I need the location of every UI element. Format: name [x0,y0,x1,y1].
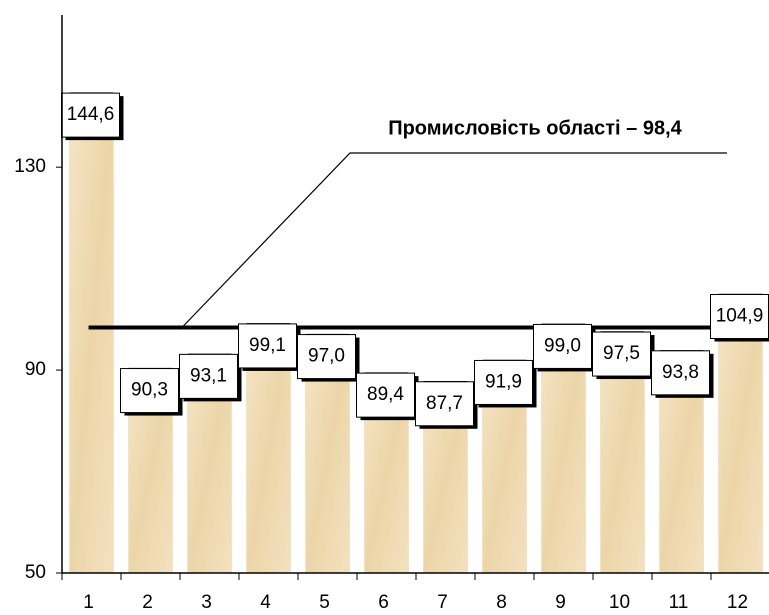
data-label: 99,1 [249,335,286,356]
data-label: 97,5 [603,343,640,364]
label-box [651,350,710,396]
label-box [238,323,297,369]
label-box [415,381,474,427]
label-box [533,323,592,369]
x-tick-label: 3 [201,592,212,613]
data-label: 90,3 [131,380,168,401]
x-tick-label: 2 [142,592,153,613]
data-label: 97,0 [308,346,345,367]
y-tick-label: 90 [25,359,46,380]
x-tick-label: 7 [437,592,448,613]
label-box [592,331,651,377]
data-label: 144,6 [67,104,115,125]
annotation-leader [179,152,727,330]
x-tick-label: 1 [83,592,94,613]
x-tick-label: 5 [319,592,330,613]
data-label: 93,8 [662,362,699,383]
x-tick-label: 10 [609,592,630,613]
x-tick-label: 9 [555,592,566,613]
label-box [297,334,356,380]
data-label: 87,7 [426,393,463,414]
bar [69,92,114,574]
label-box [356,372,415,418]
label-box [179,353,238,399]
x-tick-label: 6 [378,592,389,613]
y-tick-label: 50 [25,562,46,583]
data-label: 99,0 [544,335,581,356]
x-tick-label: 12 [727,592,748,613]
data-label: 93,1 [190,365,227,386]
x-tick-label: 8 [496,592,507,613]
x-tick-label: 11 [669,592,689,613]
label-box [120,368,179,414]
label-box [474,359,533,405]
x-tick-label: 4 [260,592,271,613]
data-label: 104,9 [716,306,764,327]
data-label: 91,9 [485,371,522,392]
data-label: 89,4 [367,384,404,405]
y-tick-label: 130 [14,156,46,177]
annotation: Промисловість області – 98,4 [388,117,682,139]
label-box [61,92,120,138]
